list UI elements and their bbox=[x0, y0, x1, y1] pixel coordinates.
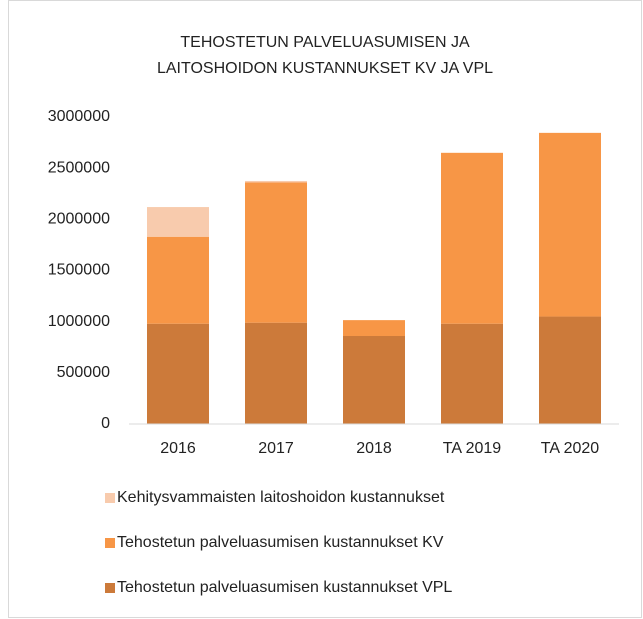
bar-segment bbox=[441, 323, 503, 424]
legend-label: Kehitysvammaisten laitoshoidon kustannuk… bbox=[117, 489, 445, 506]
x-tick-label: TA 2020 bbox=[541, 440, 600, 457]
bar-segment bbox=[245, 182, 307, 323]
bar-segment bbox=[539, 132, 601, 317]
bar-segment bbox=[245, 180, 307, 183]
legend-label: Tehostetun palveluasumisen kustannukset … bbox=[117, 534, 444, 551]
y-tick-label: 2000000 bbox=[48, 211, 110, 228]
x-tick-label: 2017 bbox=[258, 440, 294, 457]
chart-frame bbox=[8, 0, 642, 618]
legend-swatch bbox=[105, 538, 115, 548]
y-tick-label: 0 bbox=[101, 415, 110, 432]
bar-segment bbox=[539, 316, 601, 424]
legend-swatch bbox=[105, 493, 115, 503]
bar-segment bbox=[343, 320, 405, 336]
y-tick-label: 500000 bbox=[57, 364, 110, 381]
x-tick-label: 2018 bbox=[356, 440, 392, 457]
y-tick-label: 1500000 bbox=[48, 262, 110, 279]
legend-label: Tehostetun palveluasumisen kustannukset … bbox=[117, 579, 452, 596]
y-tick-label: 3000000 bbox=[48, 108, 110, 125]
y-tick-label: 1000000 bbox=[48, 313, 110, 330]
bar-segment bbox=[343, 335, 405, 424]
x-tick-label: TA 2019 bbox=[443, 440, 502, 457]
chart-title: LAITOSHOIDON KUSTANNUKSET KV JA VPL bbox=[157, 60, 493, 77]
bar-segment bbox=[147, 207, 209, 237]
chart-title: TEHOSTETUN PALVELUASUMISEN JA bbox=[180, 34, 470, 51]
bar-segment bbox=[441, 152, 503, 324]
bar-segment bbox=[147, 323, 209, 424]
x-tick-label: 2016 bbox=[160, 440, 196, 457]
bar-segment bbox=[147, 236, 209, 324]
bar-segment bbox=[245, 322, 307, 424]
legend-swatch bbox=[105, 583, 115, 593]
y-tick-label: 2500000 bbox=[48, 159, 110, 176]
